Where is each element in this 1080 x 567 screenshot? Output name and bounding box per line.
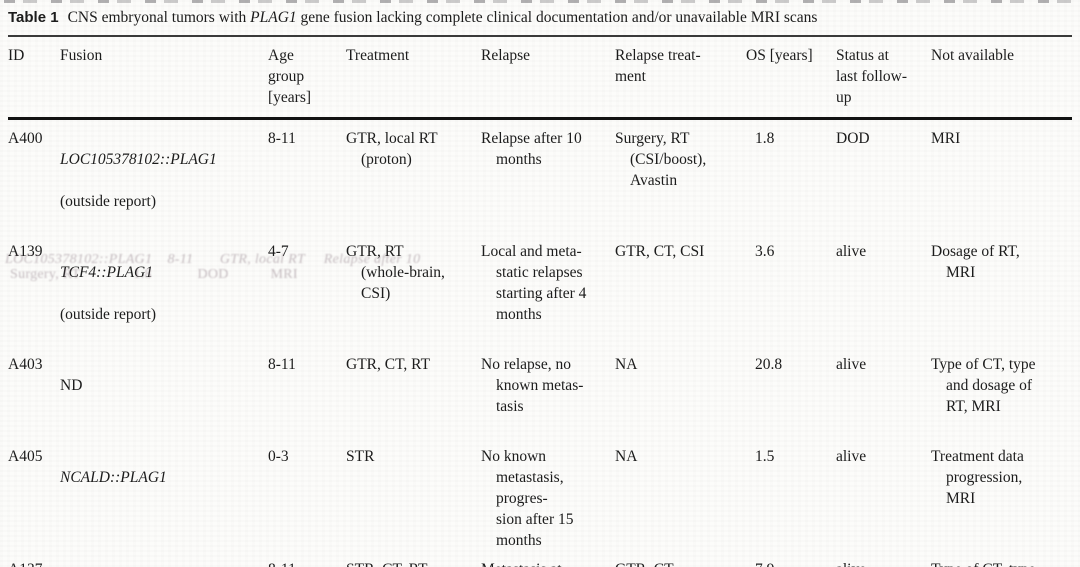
cell-not-available: Dosage of RT, MRI	[931, 243, 1020, 281]
cell-age-group: 8-11	[268, 551, 346, 567]
cell-id: A400	[8, 130, 43, 147]
table-row-a400: A400 LOC105378102::PLAG1 (outside report…	[8, 119, 1072, 234]
col-header-relapse-treatment: Relapse treat- ment	[615, 36, 746, 120]
col-header-not-available: Not available	[931, 36, 1072, 120]
cell-id: A137	[8, 551, 60, 567]
cell-id: A405	[8, 448, 43, 465]
cell-relapse-treatment: GTR, CT, CSI	[615, 243, 705, 260]
fusion-gene: LOC105378102::PLAG1	[60, 151, 217, 168]
cell-id: A403	[8, 356, 43, 373]
cell-age-group: 0-3	[268, 448, 289, 465]
clinical-data-table: ID Fusion Age group [years] Treatment Re…	[8, 35, 1072, 567]
cell-os-years: 3.6	[755, 243, 775, 260]
cell-relapse-treatment: GTR, CT	[615, 551, 746, 567]
cell-relapse: No relapse, no known metas- tasis	[481, 356, 584, 415]
col-header-relapse: Relapse	[481, 36, 615, 120]
table-row-a405: A405 NCALD::PLAG1 0-3 STR No known metas…	[8, 438, 1072, 551]
table-row-a403: A403 ND 8-11 GTR, CT, RT No relapse, no …	[8, 346, 1072, 438]
fusion-gene: NCALD::PLAG1	[60, 469, 167, 486]
fusion-gene: TCF4::PLAG1	[60, 264, 153, 281]
cell-relapse-treatment: Surgery, RT (CSI/boost), Avastin	[615, 130, 707, 189]
cell-os-years: 1.8	[755, 130, 775, 147]
cell-treatment: GTR, RT (whole-brain, CSI)	[346, 243, 445, 302]
table-row-a137: A137 HNRNPK::PLAG1 8-11 STR, CT, RT Meta…	[8, 551, 1072, 567]
cell-status: alive	[836, 448, 867, 465]
col-header-id: ID	[8, 36, 60, 120]
cell-os-years: 20.8	[755, 356, 783, 373]
cell-relapse: Local and meta- static relapses starting…	[481, 243, 587, 323]
col-header-os-years: OS [years]	[746, 36, 836, 120]
cell-status: alive	[836, 551, 931, 567]
cell-treatment: GTR, CT, RT	[346, 356, 431, 373]
cell-age-group: 8-11	[268, 130, 296, 147]
cell-treatment: STR	[346, 448, 375, 465]
col-header-age-group: Age group [years]	[268, 36, 346, 120]
cell-age-group: 8-11	[268, 356, 296, 373]
cell-relapse: Metastasis at presentation, relapse afte…	[481, 551, 615, 567]
cell-age-group: 4-7	[268, 243, 289, 260]
cell-fusion: LOC105378102::PLAG1 (outside report)	[60, 119, 268, 234]
cell-status: DOD	[836, 130, 870, 147]
cell-os-years: 1.5	[755, 448, 775, 465]
cell-id: A139	[8, 243, 43, 260]
cell-treatment: GTR, local RT (proton)	[346, 130, 438, 168]
cell-not-available: MRI	[931, 130, 961, 147]
cell-not-available: Treatment data progression, MRI	[931, 448, 1024, 507]
fusion-note: (outside report)	[60, 193, 156, 210]
scan-artifact-top-edge	[4, 0, 1076, 3]
col-header-status: Status at last follow- up	[836, 36, 931, 120]
fusion-gene: ND	[60, 377, 83, 394]
cell-status: alive	[836, 356, 867, 373]
table-header-row: ID Fusion Age group [years] Treatment Re…	[8, 36, 1072, 120]
cell-relapse: No known metastasis, progres- sion after…	[481, 448, 574, 549]
col-header-treatment: Treatment	[346, 36, 481, 120]
cell-status: alive	[836, 243, 867, 260]
table-caption-gene-name: PLAG1	[250, 9, 297, 26]
cell-fusion: HNRNPK::PLAG1	[60, 551, 268, 567]
cell-relapse-treatment: NA	[615, 448, 638, 465]
col-header-fusion: Fusion	[60, 36, 268, 120]
cell-not-available: Type of CT, type and dosage of RT, MRI	[931, 356, 1036, 415]
table-caption-text-suffix: gene fusion lacking complete clinical do…	[296, 9, 818, 26]
cell-os-years: 7.9	[746, 551, 836, 567]
fusion-note: (outside report)	[60, 306, 156, 323]
cell-not-available: Type of CT, type and dosage of RT, MRI	[931, 551, 1072, 567]
table-body: A400 LOC105378102::PLAG1 (outside report…	[8, 119, 1072, 567]
cell-fusion: ND	[60, 346, 268, 438]
cell-relapse: Relapse after 10 months	[481, 130, 582, 168]
cell-fusion: NCALD::PLAG1	[60, 438, 268, 551]
table-header: ID Fusion Age group [years] Treatment Re…	[8, 36, 1072, 120]
cell-fusion: TCF4::PLAG1 (outside report)	[60, 233, 268, 346]
table-row-a139: A139 TCF4::PLAG1 (outside report) 4-7 GT…	[8, 233, 1072, 346]
table-caption-text-prefix: CNS embryonal tumors with	[67, 9, 251, 26]
cell-relapse-treatment: NA	[615, 356, 638, 373]
table-caption: Table 1 CNS embryonal tumors with PLAG1 g…	[8, 7, 1072, 28]
table-caption-label: Table 1	[8, 9, 59, 26]
cell-treatment: STR, CT, RT	[346, 551, 481, 567]
